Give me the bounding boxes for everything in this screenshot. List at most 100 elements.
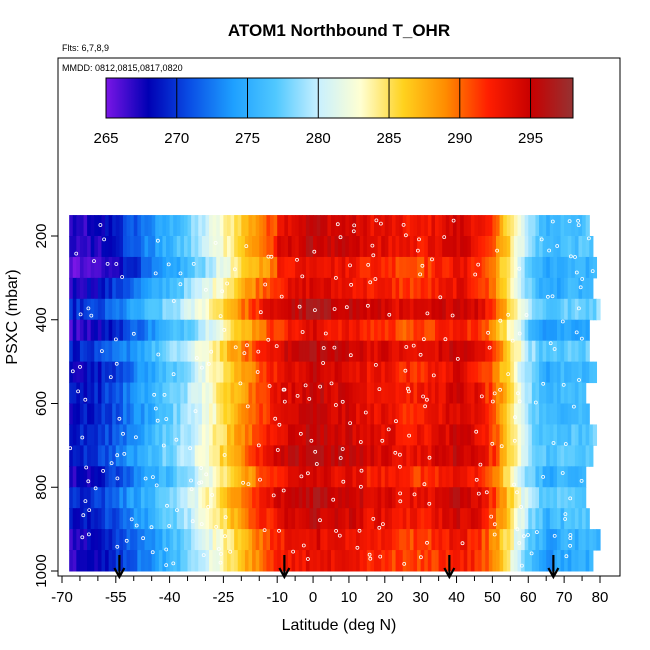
heatmap-cell [474, 508, 479, 530]
heatmap-cell [194, 550, 199, 572]
heatmap-cell [76, 340, 81, 363]
heatmap-cell [273, 319, 278, 342]
heatmap-cell [492, 550, 497, 572]
heatmap-cell [556, 319, 562, 342]
heatmap-cell [309, 361, 314, 384]
sample-point [517, 399, 522, 404]
sample-point [535, 530, 539, 534]
heatmap-cell [481, 529, 486, 551]
heatmap-cell [513, 361, 519, 384]
heatmap-cell [549, 215, 554, 237]
heatmap-cell [151, 298, 156, 321]
heatmap-cell [345, 236, 350, 258]
sample-point [162, 392, 167, 397]
heatmap-cell [97, 340, 103, 363]
heatmap-cell [133, 215, 138, 237]
heatmap-cell [209, 340, 214, 363]
heatmap-cell [546, 277, 551, 300]
heatmap-cell [499, 298, 504, 321]
heatmap-cell [148, 424, 153, 446]
heatmap-cell [237, 424, 242, 446]
heatmap-cell [460, 277, 465, 300]
sample-point [331, 497, 336, 502]
heatmap-cell [571, 487, 576, 509]
heatmap-cell [226, 236, 232, 258]
heatmap-cell [384, 529, 389, 551]
heatmap-cell [413, 277, 418, 300]
heatmap-cell [122, 382, 128, 404]
heatmap-cell [413, 298, 418, 321]
heatmap-cell [564, 445, 569, 467]
heatmap-cell [252, 215, 257, 237]
heatmap-cell [209, 319, 214, 342]
heatmap-cell [241, 403, 246, 425]
heatmap-cell [259, 361, 264, 384]
heatmap-cell [456, 236, 461, 258]
heatmap-cell [510, 529, 515, 551]
heatmap-cell [528, 403, 533, 425]
heatmap-cell [234, 319, 239, 342]
sample-point [415, 248, 420, 253]
heatmap-cell [166, 487, 171, 509]
heatmap-cell [194, 277, 199, 300]
sample-point [560, 319, 565, 324]
sample-point [513, 415, 517, 420]
heatmap-cell [76, 550, 81, 572]
heatmap-cell [334, 215, 339, 237]
heatmap-cell [366, 550, 372, 572]
heatmap-cell [241, 215, 246, 237]
heatmap-cell [435, 340, 440, 363]
heatmap-cell [352, 424, 357, 446]
heatmap-cell [90, 487, 95, 509]
heatmap-cell [499, 445, 504, 467]
heatmap-cell [209, 382, 214, 404]
heatmap-cell [122, 466, 128, 488]
heatmap-cell [270, 550, 275, 572]
heatmap-cell [90, 236, 95, 258]
heatmap-cell [510, 508, 515, 530]
heatmap-cell [438, 215, 443, 237]
sample-point [228, 549, 233, 554]
heatmap-cell [119, 319, 124, 342]
sample-point [89, 313, 94, 318]
heatmap-cell [449, 403, 454, 425]
sample-point [517, 541, 522, 545]
heatmap-cell [535, 256, 540, 279]
heatmap-cell [542, 256, 547, 279]
heatmap-cell [524, 277, 529, 300]
sample-point [352, 223, 357, 228]
sample-point [550, 219, 555, 224]
heatmap-cell [359, 340, 364, 363]
heatmap-cell [94, 550, 99, 572]
heatmap-cell [510, 215, 515, 237]
heatmap-cell [409, 256, 415, 279]
sample-point [206, 361, 211, 366]
heatmap-cell [381, 403, 386, 425]
heatmap-cell [331, 529, 336, 551]
heatmap-cell [277, 215, 282, 237]
heatmap-cell [452, 424, 458, 446]
heatmap-cell [90, 445, 95, 467]
heatmap-cell [564, 529, 569, 551]
heatmap-cell [481, 236, 486, 258]
heatmap-cell [513, 236, 519, 258]
heatmap-cell [499, 487, 504, 509]
heatmap-cell [359, 256, 364, 279]
heatmap-cell [309, 466, 314, 488]
heatmap-cell [176, 445, 181, 467]
heatmap-cell [158, 298, 164, 321]
heatmap-cell [191, 277, 196, 300]
heatmap-cell [151, 466, 156, 488]
heatmap-cell [391, 550, 397, 572]
heatmap-cell [212, 298, 217, 321]
heatmap-cell [578, 361, 583, 384]
heatmap-cell [438, 550, 443, 572]
sample-point [299, 474, 304, 479]
heatmap-cell [506, 529, 511, 551]
heatmap-cell [90, 215, 95, 237]
heatmap-cell [495, 277, 501, 300]
sample-point [366, 262, 371, 267]
sample-point [550, 294, 555, 299]
sample-point [404, 345, 409, 349]
heatmap-cell [442, 424, 447, 446]
